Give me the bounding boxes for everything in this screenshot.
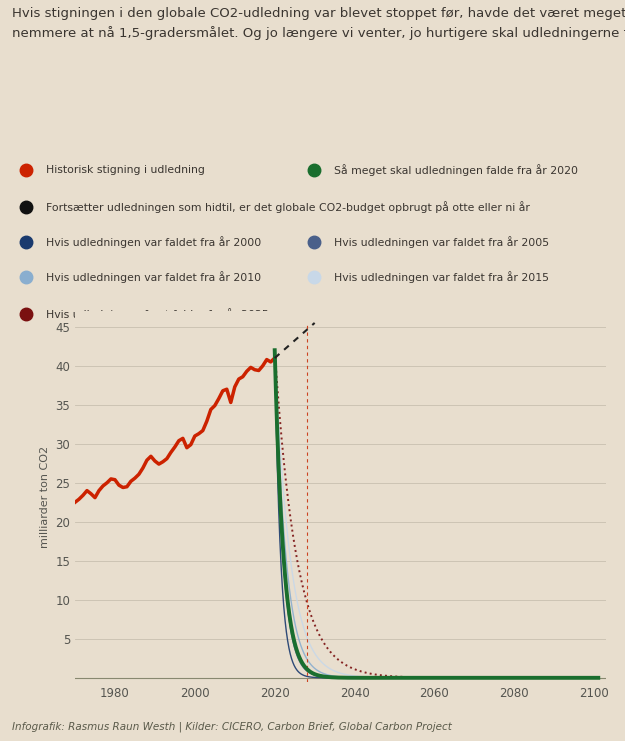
Text: Hvis udledningen var faldet fra år 2015: Hvis udledningen var faldet fra år 2015 (334, 271, 549, 283)
Y-axis label: milliarder ton CO2: milliarder ton CO2 (40, 445, 50, 548)
Text: Hvis udledningen var faldet fra år 2010: Hvis udledningen var faldet fra år 2010 (46, 271, 261, 283)
Text: Hvis udledningen først falder fra år 2025: Hvis udledningen først falder fra år 202… (46, 308, 268, 320)
Text: Så meget skal udledningen falde fra år 2020: Så meget skal udledningen falde fra år 2… (334, 165, 578, 176)
Text: Infografik: Rasmus Raun Westh | Kilder: CICERO, Carbon Brief, Global Carbon Proj: Infografik: Rasmus Raun Westh | Kilder: … (12, 722, 452, 732)
Text: Hvis udledningen var faldet fra år 2000: Hvis udledningen var faldet fra år 2000 (46, 236, 261, 247)
Text: Fortsætter udledningen som hidtil, er det globale CO2-budget opbrugt på otte ell: Fortsætter udledningen som hidtil, er de… (46, 202, 529, 213)
Text: Hvis stigningen i den globale CO2-udledning var blevet stoppet før, havde det væ: Hvis stigningen i den globale CO2-udledn… (12, 7, 625, 41)
Text: Historisk stigning i udledning: Historisk stigning i udledning (46, 165, 204, 176)
Text: Hvis udledningen var faldet fra år 2005: Hvis udledningen var faldet fra år 2005 (334, 236, 549, 247)
